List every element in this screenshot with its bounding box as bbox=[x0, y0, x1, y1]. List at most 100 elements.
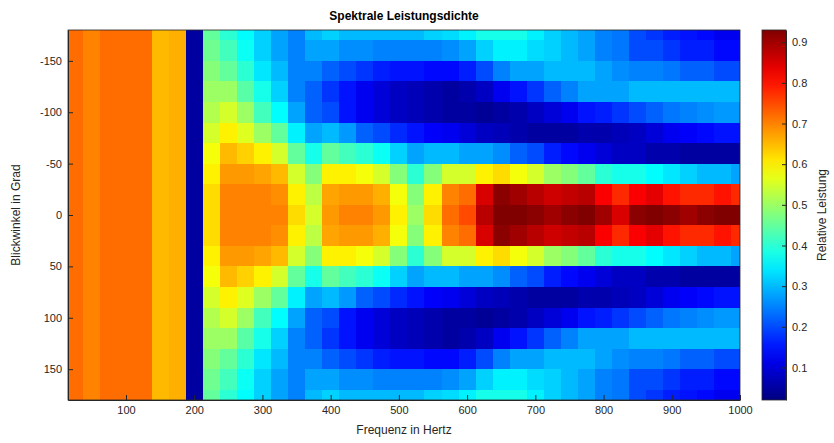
heatmap-cell bbox=[493, 308, 511, 329]
heatmap-cell bbox=[510, 81, 528, 102]
heatmap-cell bbox=[305, 225, 323, 246]
tick-mark bbox=[68, 318, 73, 319]
heatmap-cell bbox=[100, 349, 118, 370]
heatmap-cell bbox=[186, 30, 204, 41]
heatmap-cell bbox=[663, 266, 681, 287]
heatmap-cell bbox=[663, 81, 681, 102]
heatmap-cell bbox=[612, 246, 630, 267]
heatmap-cell bbox=[731, 184, 740, 205]
heatmap-cell bbox=[578, 102, 596, 123]
heatmap-cell bbox=[646, 61, 664, 82]
heatmap-cell bbox=[493, 81, 511, 102]
heatmap-cell bbox=[595, 143, 613, 164]
heatmap-cell bbox=[203, 205, 221, 226]
heatmap-cell bbox=[731, 308, 740, 329]
heatmap-cell bbox=[544, 328, 562, 349]
heatmap-cell bbox=[407, 40, 425, 61]
heatmap-cell bbox=[731, 369, 740, 390]
heatmap-cell bbox=[612, 30, 630, 41]
heatmap-cell bbox=[595, 61, 613, 82]
heatmap-cell bbox=[714, 102, 732, 123]
heatmap-cell bbox=[288, 349, 306, 370]
heatmap-cell bbox=[322, 30, 340, 41]
heatmap-cell bbox=[373, 205, 391, 226]
heatmap-cell bbox=[561, 390, 579, 400]
color-bar-title: Relative Leistung bbox=[815, 169, 829, 261]
heatmap-cell bbox=[373, 390, 391, 400]
heatmap-cell bbox=[237, 328, 255, 349]
heatmap-cell bbox=[424, 184, 442, 205]
heatmap-cell bbox=[663, 40, 681, 61]
tick-mark bbox=[126, 395, 127, 400]
heatmap-cell bbox=[220, 225, 238, 246]
heatmap-cell bbox=[442, 369, 460, 390]
heatmap-cell bbox=[424, 143, 442, 164]
heatmap-cell bbox=[152, 246, 170, 267]
heatmap-cell bbox=[510, 225, 528, 246]
heatmap-cell bbox=[510, 328, 528, 349]
heatmap-cell bbox=[595, 246, 613, 267]
heatmap-cell bbox=[271, 287, 289, 308]
heatmap-cell bbox=[527, 287, 545, 308]
heatmap-cell bbox=[68, 40, 84, 61]
heatmap-cell bbox=[629, 328, 647, 349]
heatmap-cell bbox=[322, 349, 340, 370]
heatmap-cell bbox=[714, 143, 732, 164]
tick-label: 0.4 bbox=[792, 240, 807, 252]
heatmap-cell bbox=[459, 205, 477, 226]
heatmap-cell bbox=[373, 164, 391, 185]
heatmap-cell bbox=[544, 164, 562, 185]
heatmap-cell bbox=[135, 266, 153, 287]
heatmap-cell bbox=[646, 30, 664, 41]
heatmap-cell bbox=[203, 328, 221, 349]
heatmap-cell bbox=[152, 143, 170, 164]
heatmap-cell bbox=[544, 102, 562, 123]
heatmap-cell bbox=[271, 102, 289, 123]
heatmap-cell bbox=[186, 40, 204, 61]
heatmap-cell bbox=[152, 61, 170, 82]
heatmap-cell bbox=[68, 30, 84, 41]
tick-mark bbox=[68, 61, 73, 62]
heatmap-cell bbox=[152, 30, 170, 41]
heatmap-cell bbox=[731, 328, 740, 349]
heatmap-cell bbox=[68, 81, 84, 102]
heatmap-cell bbox=[493, 349, 511, 370]
heatmap-cell bbox=[527, 225, 545, 246]
heatmap-cell bbox=[237, 287, 255, 308]
heatmap-cell bbox=[152, 266, 170, 287]
heatmap-cell bbox=[714, 81, 732, 102]
heatmap-cell bbox=[510, 30, 528, 41]
heatmap-cell bbox=[612, 40, 630, 61]
heatmap-cell bbox=[476, 349, 494, 370]
tick-mark bbox=[68, 215, 73, 216]
heatmap-cell bbox=[305, 349, 323, 370]
heatmap-cell bbox=[100, 102, 118, 123]
heatmap-cell bbox=[237, 102, 255, 123]
plot-frame bbox=[68, 30, 740, 400]
heatmap-cell bbox=[595, 123, 613, 144]
heatmap-cell bbox=[714, 205, 732, 226]
tick-label: 600 bbox=[458, 404, 476, 416]
heatmap-cell bbox=[186, 225, 204, 246]
heatmap-cell bbox=[288, 246, 306, 267]
heatmap-cell bbox=[442, 143, 460, 164]
heatmap-cell bbox=[169, 266, 187, 287]
heatmap-cell bbox=[476, 81, 494, 102]
heatmap-cell bbox=[220, 40, 238, 61]
heatmap-cell bbox=[220, 164, 238, 185]
heatmap-cell bbox=[83, 205, 101, 226]
heatmap-cell bbox=[663, 225, 681, 246]
heatmap-cell bbox=[663, 246, 681, 267]
heatmap-cell bbox=[459, 164, 477, 185]
heatmap-cell bbox=[578, 81, 596, 102]
heatmap-cell bbox=[203, 40, 221, 61]
heatmap-cell bbox=[407, 308, 425, 329]
heatmap-cell bbox=[135, 40, 153, 61]
heatmap-cell bbox=[407, 328, 425, 349]
tick-mark bbox=[782, 205, 786, 206]
tick-label: 1000 bbox=[728, 404, 752, 416]
heatmap-cell bbox=[220, 102, 238, 123]
y-axis-title: Blickwinkel in Grad bbox=[9, 164, 23, 265]
heatmap-cell bbox=[561, 184, 579, 205]
heatmap-cell bbox=[322, 205, 340, 226]
